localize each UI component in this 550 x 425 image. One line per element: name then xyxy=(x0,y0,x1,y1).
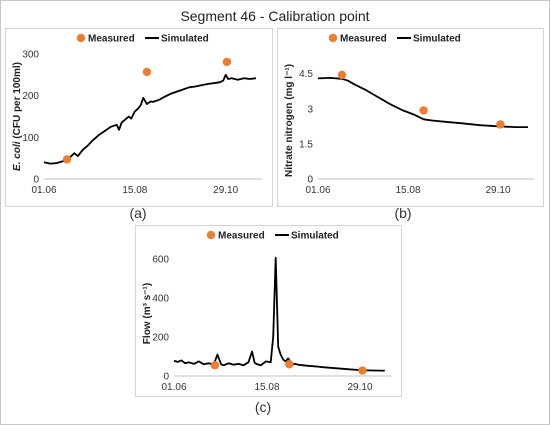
chart-c-simulated-line xyxy=(174,258,385,371)
chart-a-y-axis-label-italic: E. coli xyxy=(12,141,23,171)
chart-c-y-tick-label: 400 xyxy=(152,293,169,304)
chart-c-x-tick-label: 15.08 xyxy=(254,382,279,393)
chart-b-x-tick-label: 15.08 xyxy=(395,185,420,196)
chart-b-legend-measured-marker xyxy=(329,34,337,42)
chart-c-legend-simulated-label: Simulated xyxy=(291,231,339,242)
chart-b-legend-measured-label: Measured xyxy=(340,34,387,45)
chart-panel-b: 0 1.5 3 4.5 01.06 15.08 29.10 Nitrate nitrogen … xyxy=(277,28,544,207)
chart-a-measured-point xyxy=(223,58,231,66)
chart-a-svg: 0 100 200 300 01.06 15.08 29.10 E. coli (CFU pe… xyxy=(6,29,272,206)
chart-b-y-tick-label: 4.5 xyxy=(299,69,313,80)
chart-b-y-tick-label: 1.5 xyxy=(299,139,313,150)
chart-a-y-tick-label: 200 xyxy=(22,91,39,102)
caption-a: (a) xyxy=(118,205,158,221)
chart-a-y-tick-label: 0 xyxy=(33,175,39,186)
chart-c-measured-point xyxy=(285,360,293,368)
chart-b-simulated-line xyxy=(318,78,528,127)
chart-c-y-tick-label: 600 xyxy=(152,254,169,265)
chart-a-y-tick-label: 100 xyxy=(22,133,39,144)
chart-b-measured-point xyxy=(338,71,346,79)
chart-a-x-tick-label: 01.06 xyxy=(31,185,56,196)
chart-panel-a: 0 100 200 300 01.06 15.08 29.10 E. coli (CFU pe… xyxy=(5,28,273,207)
chart-c-measured-point xyxy=(211,361,219,369)
chart-a-y-tick-label: 300 xyxy=(22,50,39,61)
chart-b-measured-point xyxy=(419,106,427,114)
chart-a-simulated-line xyxy=(44,75,256,164)
chart-a-legend-simulated-label: Simulated xyxy=(161,34,209,45)
chart-a-y-axis-label: E. coli (CFU per 100ml) xyxy=(12,62,23,171)
figure-title: Segment 46 - Calibration point xyxy=(0,8,550,24)
caption-b: (b) xyxy=(383,205,423,221)
chart-c-measured-point xyxy=(358,366,366,374)
chart-b-legend-simulated-label: Simulated xyxy=(413,34,461,45)
chart-a-legend-measured-label: Measured xyxy=(88,34,135,45)
chart-c-x-tick-label: 29.10 xyxy=(347,382,372,393)
chart-c-x-tick-label: 01.06 xyxy=(161,382,186,393)
chart-a-legend-measured-marker xyxy=(77,34,85,42)
chart-b-y-axis-label: Nitrate nitrogen (mg l⁻¹) xyxy=(284,64,295,177)
chart-c-legend-measured-marker xyxy=(207,231,215,239)
chart-b-y-tick-label: 0 xyxy=(307,175,313,186)
chart-c-y-axis-label: Flow (m³ s⁻¹) xyxy=(142,283,153,344)
chart-b-x-tick-label: 29.10 xyxy=(485,185,510,196)
chart-a-measured-point xyxy=(143,68,151,76)
chart-panel-c: 0 200 400 600 01.06 15.08 29.10 Flow (m³ s⁻¹) Me… xyxy=(135,225,402,397)
chart-b-measured-point xyxy=(496,120,504,128)
chart-b-y-tick-label: 3 xyxy=(307,104,313,115)
chart-a-y-axis-label-rest: (CFU per 100ml) xyxy=(12,62,23,141)
chart-a-measured-point xyxy=(63,155,71,163)
chart-c-svg: 0 200 400 600 01.06 15.08 29.10 Flow (m³ s⁻¹) Me… xyxy=(136,226,401,396)
chart-b-x-tick-label: 01.06 xyxy=(305,185,330,196)
chart-c-y-tick-label: 0 xyxy=(163,372,169,383)
chart-c-y-tick-label: 200 xyxy=(152,332,169,343)
chart-b-svg: 0 1.5 3 4.5 01.06 15.08 29.10 Nitrate nitrogen … xyxy=(278,29,543,206)
chart-c-legend-measured-label: Measured xyxy=(218,231,265,242)
caption-c: (c) xyxy=(243,399,283,415)
chart-a-x-tick-label: 29.10 xyxy=(213,185,238,196)
chart-a-x-tick-label: 15.08 xyxy=(122,185,147,196)
